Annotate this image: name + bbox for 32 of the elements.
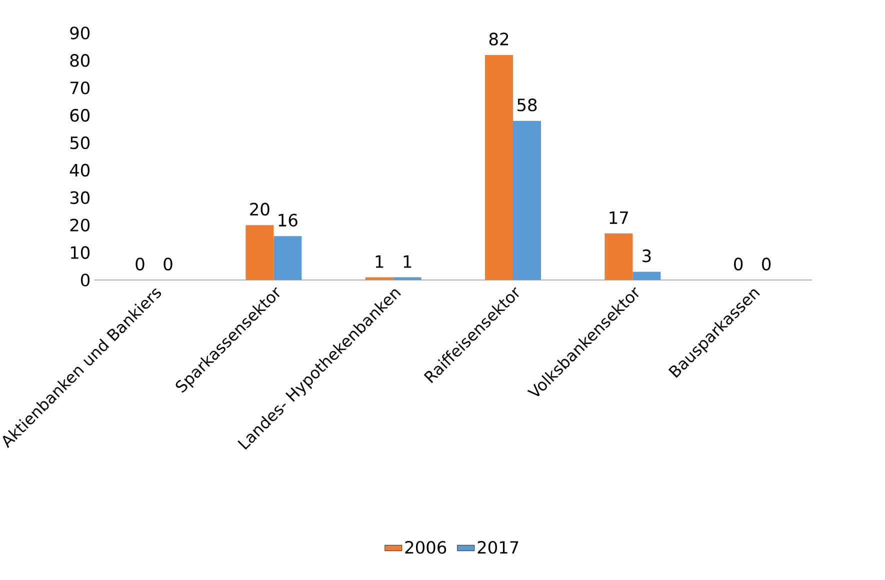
y-tick-label: 70 [70, 81, 90, 94]
data-label: 58 [518, 98, 537, 112]
legend-label: 2017 [478, 540, 518, 554]
legend-label: 2006 [405, 540, 446, 554]
bar [393, 277, 422, 280]
y-tick-label: 50 [70, 136, 90, 150]
data-label: 0 [734, 258, 743, 270]
bar [246, 225, 274, 280]
bar [632, 272, 661, 280]
data-label: 3 [642, 249, 651, 262]
y-tick-label: 20 [70, 218, 90, 232]
bar [513, 120, 541, 280]
data-label: 82 [489, 32, 508, 46]
y-tick-label: 80 [70, 54, 90, 67]
y-tick-label: 10 [70, 246, 90, 259]
data-label: 17 [610, 211, 628, 224]
data-label: 16 [278, 214, 298, 227]
bar [485, 54, 513, 280]
bar [365, 277, 394, 280]
data-label: 1 [376, 255, 384, 268]
y-tick-label: 40 [70, 164, 90, 177]
bar [604, 233, 633, 280]
data-label: 1 [404, 255, 412, 268]
bar [274, 236, 302, 280]
data-label: 0 [136, 258, 144, 270]
y-tick-label: 90 [70, 26, 90, 40]
data-label: 20 [250, 202, 270, 216]
y-tick-label: 0 [80, 274, 90, 286]
data-label: 0 [164, 258, 172, 270]
y-tick-label: 60 [70, 108, 90, 122]
y-tick-label: 30 [70, 191, 90, 204]
data-label: 0 [762, 258, 771, 270]
